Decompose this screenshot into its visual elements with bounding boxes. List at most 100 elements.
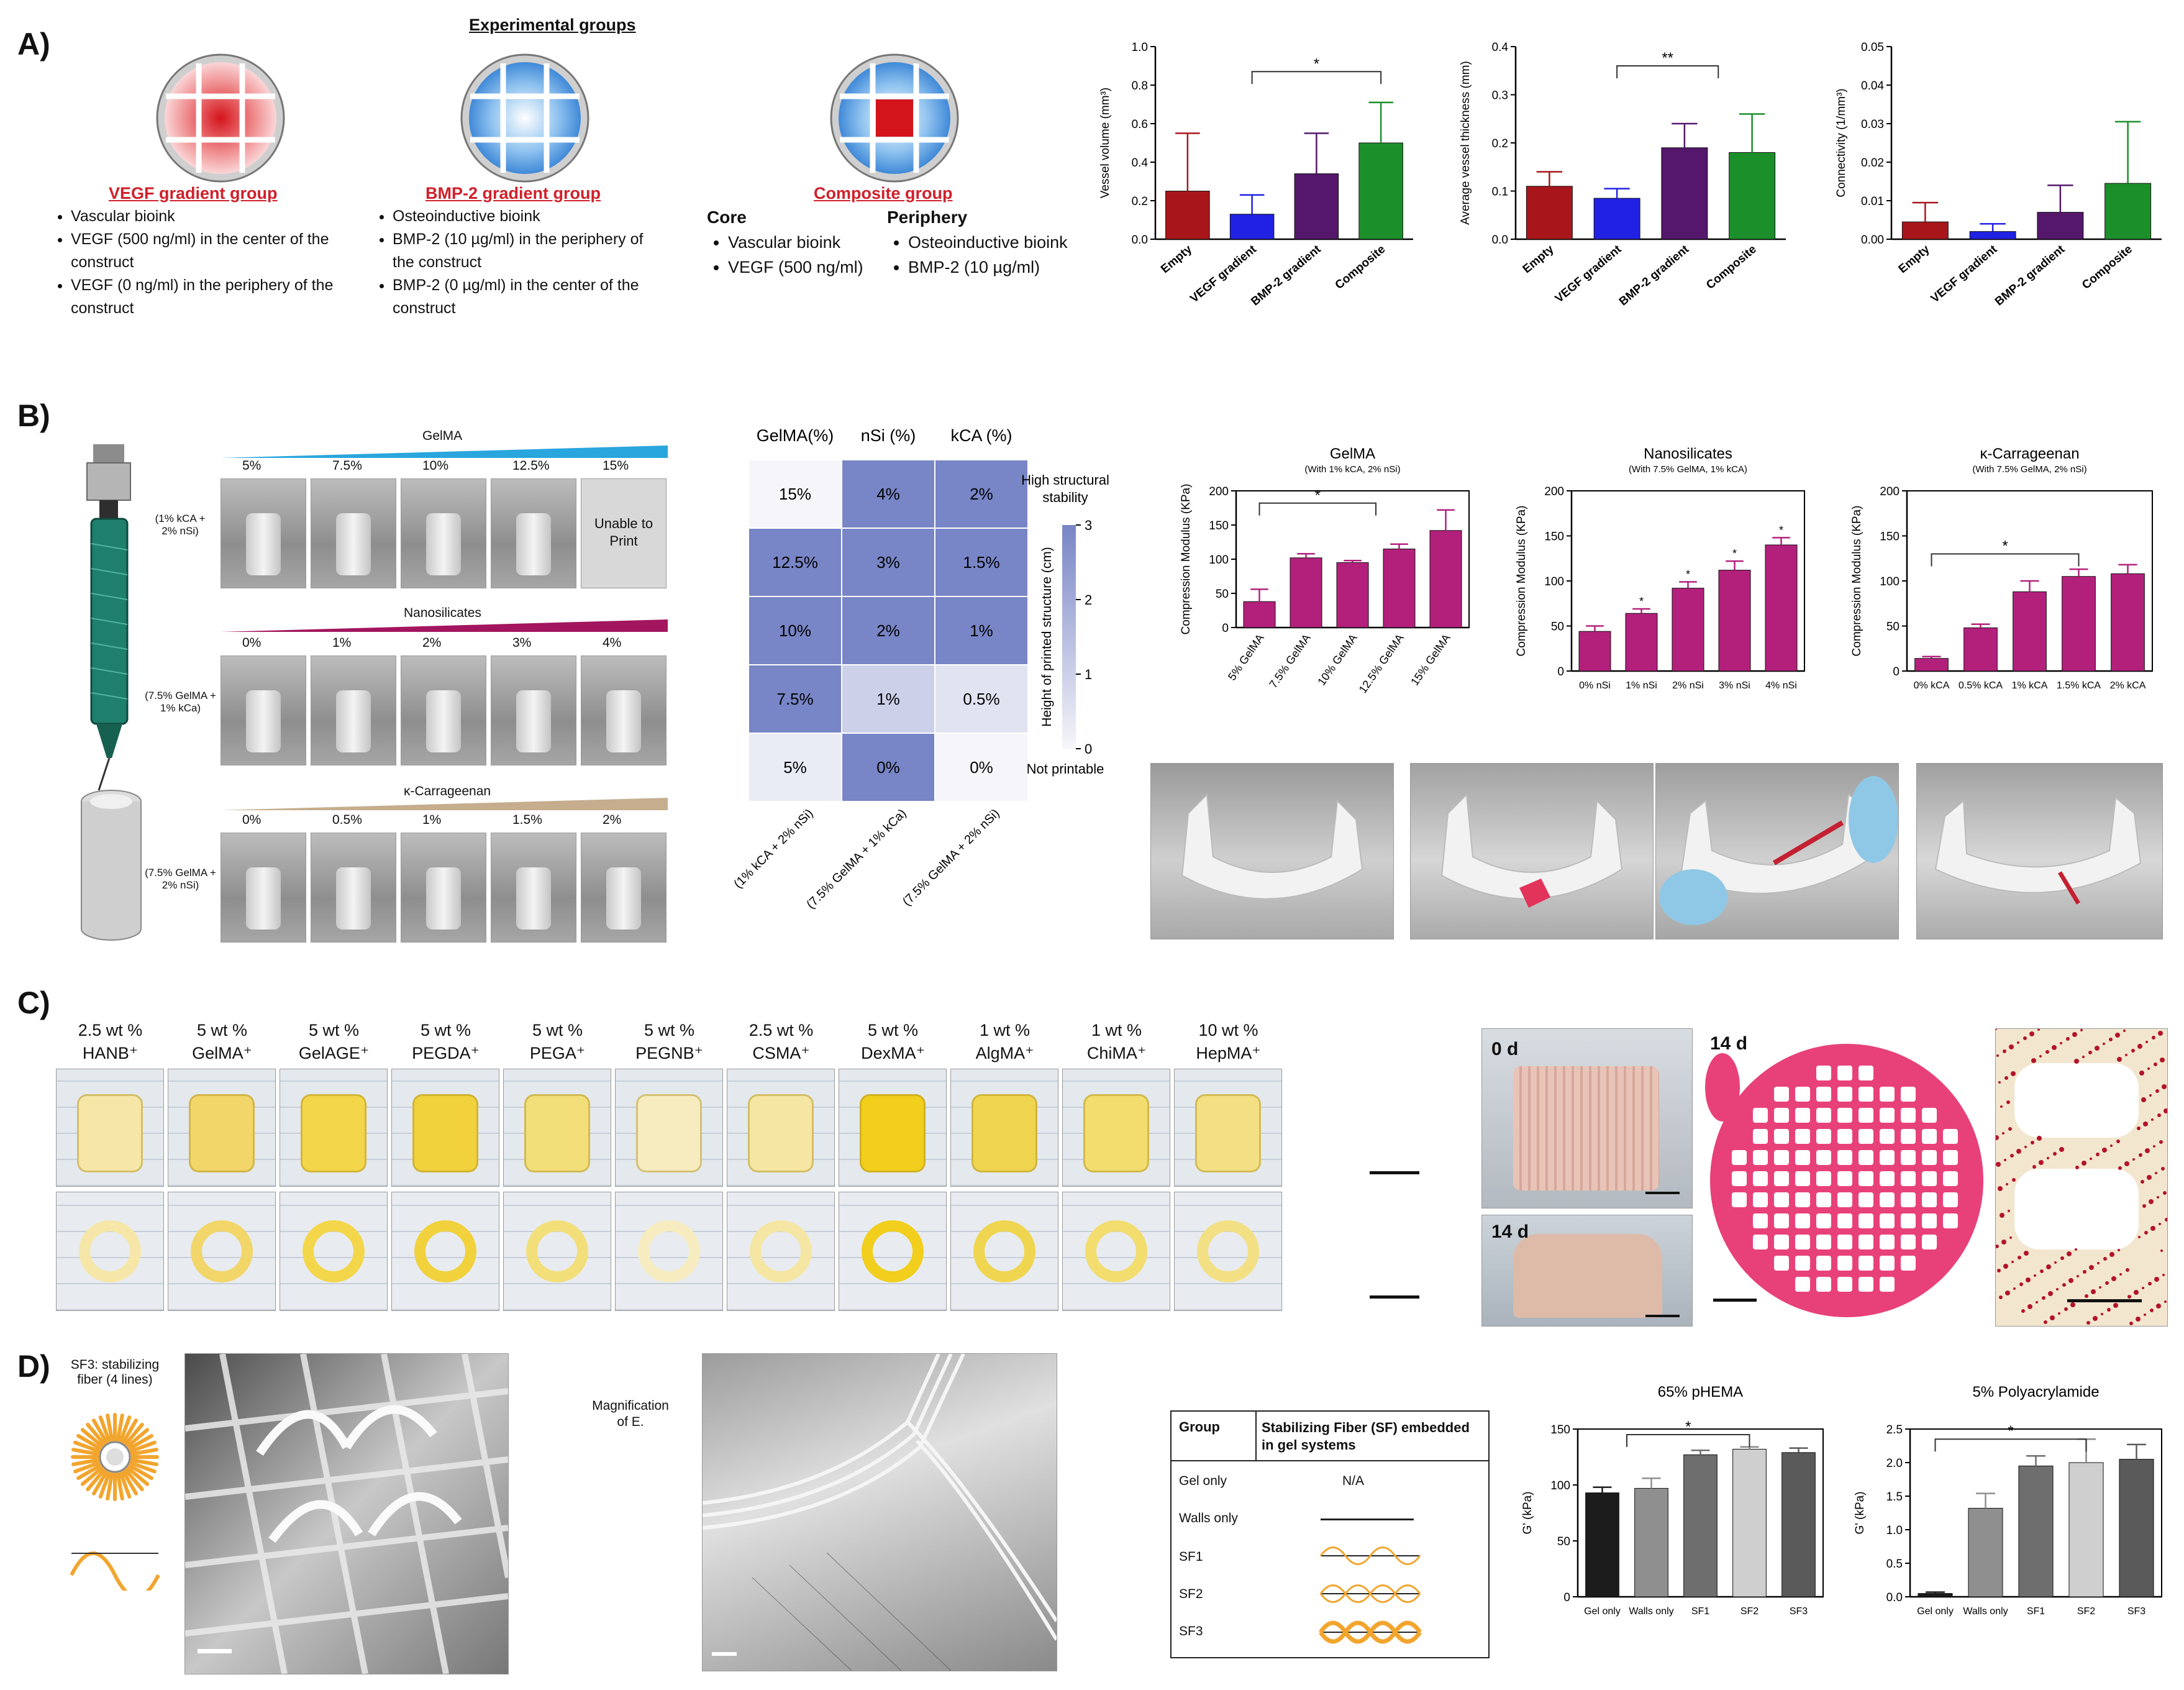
- level-label: 2%: [422, 636, 442, 650]
- ink-top-photo: [615, 1192, 723, 1311]
- fiber-ray: [76, 1434, 102, 1450]
- nanosilicates-modulus-chart: Nanosilicates (With 7.5% GelMA, 1% kCA) 0 5…: [1515, 445, 1805, 691]
- significance-star: **: [1662, 50, 1673, 66]
- fiber-ray: [106, 1414, 114, 1442]
- fiber-ray: [71, 1458, 100, 1466]
- lattice-pore: [1901, 1087, 1916, 1102]
- lattice-pore: [1859, 1108, 1873, 1123]
- fiber-ray: [129, 1461, 157, 1474]
- x-tick-label: 1% nSi: [1626, 680, 1657, 691]
- stain-dot: [2160, 1057, 2165, 1062]
- panel-label-a: A): [17, 27, 50, 62]
- lattice-pore: [1774, 1087, 1789, 1102]
- x-tick-label: 12.5% GelMA: [1357, 632, 1406, 695]
- stain-dot: [2083, 1270, 2086, 1274]
- vegf-gradient-illustration: [156, 53, 285, 183]
- table-row-label: Gel only: [1179, 1474, 1227, 1488]
- significance-star: *: [1779, 524, 1783, 536]
- x-tick-label: 2% nSi: [1672, 680, 1704, 691]
- stain-dot: [1996, 1135, 1999, 1140]
- print-photo: [401, 655, 486, 765]
- x-tick-label: Gel only: [1584, 1606, 1621, 1617]
- y-tick-label: 150: [1209, 519, 1229, 532]
- bar: [1634, 1487, 1668, 1597]
- stain-dot: [2147, 1175, 2152, 1180]
- lattice-pore: [1816, 1277, 1831, 1292]
- stain-dot: [2036, 1301, 2038, 1304]
- printed-ring: [638, 1220, 700, 1282]
- stain-dot: [2058, 1312, 2060, 1315]
- fiber-wave-icons: [1319, 1546, 1422, 1644]
- stain-dot: [2000, 1213, 2004, 1218]
- stain-dot: [2124, 1161, 2129, 1166]
- colorbar-label: Height of printed structure (cm): [1040, 547, 1054, 726]
- stain-dot: [2053, 1152, 2057, 1156]
- magnification-label: Magnification of E.: [592, 1399, 669, 1429]
- lattice-pore: [1774, 1256, 1789, 1271]
- stain-dot: [1996, 1162, 2001, 1167]
- lattice-pore: [1837, 1235, 1852, 1249]
- stain-dot: [1996, 1245, 1999, 1248]
- printed-ring: [1085, 1220, 1147, 1282]
- lattice-pore: [1837, 1171, 1852, 1186]
- lattice-pore: [1774, 1192, 1789, 1207]
- stain-dot: [2147, 1067, 2150, 1070]
- stain-dot: [2139, 1153, 2142, 1157]
- stain-dot: [1999, 1295, 2003, 1299]
- heatmap-cell-label: 0.5%: [963, 690, 999, 708]
- table-rule: [1255, 1412, 1257, 1461]
- print-photo: [311, 833, 396, 943]
- fiber-ray: [71, 1448, 100, 1456]
- stain-dot: [2138, 1236, 2141, 1238]
- composite-group-title: Composite group: [814, 184, 953, 203]
- stain-dot: [2039, 1160, 2044, 1165]
- stain-dot: [2032, 1165, 2036, 1169]
- heatmap-cell-label: 15%: [779, 485, 811, 503]
- stain-dot: [2045, 1050, 2049, 1054]
- printed-ring: [862, 1220, 924, 1282]
- level-label: 0%: [242, 636, 262, 650]
- heatmap-cell-label: 0%: [876, 758, 900, 777]
- bar: [1383, 549, 1416, 628]
- chart-title: GelMA: [1330, 445, 1375, 462]
- stain-dot: [2113, 1303, 2118, 1308]
- x-tick-label: 10% GelMA: [1315, 632, 1359, 688]
- panel-label-d: D): [17, 1349, 50, 1384]
- print-photo: [491, 833, 576, 943]
- stain-dot: [2142, 1204, 2146, 1208]
- heatmap-cell-label: 7.5%: [776, 690, 813, 708]
- bar: [1578, 631, 1611, 672]
- ink-name: HepMA⁺: [1196, 1044, 1261, 1062]
- stain-dot: [2095, 1046, 2100, 1051]
- lattice-pore: [1901, 1213, 1916, 1228]
- fiber-ray: [124, 1422, 144, 1446]
- y-tick-label: 0.01: [1861, 195, 1884, 208]
- stain-dot: [2050, 1315, 2055, 1320]
- ink-name: GelAGE⁺: [298, 1044, 370, 1062]
- level-label: 1.5%: [512, 813, 542, 827]
- gelma-modulus-chart: GelMA (With 1% kCA, 2% nSi) 0 50 100 150 200 Co…: [1180, 445, 1470, 695]
- ink-concentration: 5 wt %: [532, 1021, 583, 1039]
- phema-modulus-chart: 65% pHEMA 0 50 100 150 G' (kPa) Gel only Walls …: [1521, 1384, 1824, 1617]
- printed-construct: [426, 513, 461, 575]
- jaw-photo-1: [1150, 763, 1394, 939]
- heatmap-cell: [841, 733, 935, 802]
- printed-ring: [973, 1220, 1035, 1282]
- printed-ring: [191, 1220, 253, 1282]
- jaw-photo-4: [1916, 763, 2163, 939]
- bar: [1585, 1492, 1619, 1597]
- stain-dot: [2009, 1044, 2014, 1049]
- lattice-pore: [1753, 1235, 1768, 1249]
- table-header-group: Group: [1179, 1419, 1220, 1435]
- lattice-pore: [1922, 1192, 1937, 1207]
- stain-dot: [2026, 1277, 2031, 1282]
- sf3-label: SF3: stabilizing fiber (4 lines): [70, 1358, 160, 1387]
- bar: [1243, 601, 1276, 628]
- stain-dot: [2010, 1154, 2014, 1158]
- y-tick-label: 200: [1880, 485, 1900, 498]
- lattice-pore: [1901, 1129, 1916, 1144]
- fiber-ray: [122, 1470, 138, 1496]
- printed-ring: [303, 1220, 365, 1282]
- stain-dot: [2088, 1051, 2092, 1054]
- table-row-label: SF1: [1179, 1550, 1203, 1564]
